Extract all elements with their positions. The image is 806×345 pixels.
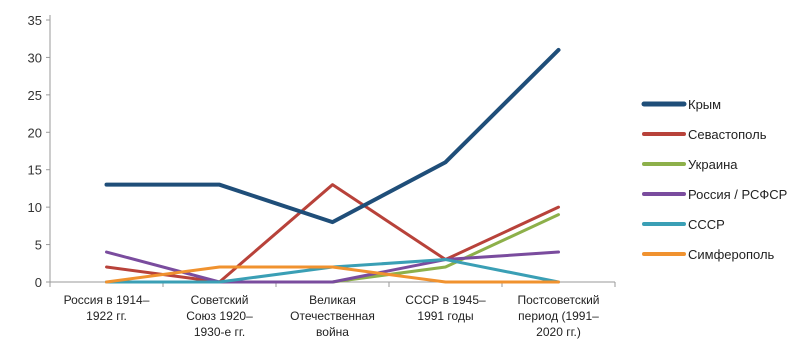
legend-label: Симферополь [688,247,775,262]
x-category-label-line: СССР в 1945– [405,293,486,307]
y-tick-label: 10 [28,200,42,215]
series-line [105,183,560,284]
legend-label: Севастополь [688,127,767,142]
y-tick-label: 5 [35,238,42,253]
y-tick-label: 0 [35,275,42,290]
x-category-label-line: Союз 1920– [186,309,253,323]
series-lines [104,47,561,284]
y-tick-label: 25 [28,88,42,103]
x-category-label-line: Россия в 1914– [64,293,150,307]
x-category-label-line: война [316,325,349,339]
legend: Крым Севастополь Украина Россия / РСФСР СССР… [641,97,787,262]
x-category-label-line: 1930-е гг. [194,325,245,339]
x-category-label: Советский Союз 1920– 1930-е гг. [186,293,253,339]
y-tick-label: 20 [28,125,42,140]
axes [49,15,616,287]
legend-label: Украина [688,157,738,172]
x-category-label: СССР в 1945– 1991 годы [405,293,486,323]
y-tick-label: 35 [28,13,42,28]
y-tick-label: 30 [28,50,42,65]
series-line [104,47,561,225]
x-category-label-line: 1922 гг. [86,309,127,323]
x-category-label-line: период (1991– [518,309,599,323]
legend-label: СССР [688,217,725,232]
x-category-label: Великая Отечественная война [290,293,375,339]
legend-label: Россия / РСФСР [688,187,787,202]
x-category-label-line: Советский [191,293,249,307]
x-category-label: Постсоветский период (1991– 2020 гг.) [517,293,599,339]
x-category-label-line: Великая [309,293,356,307]
legend-label: Крым [688,97,721,112]
x-category-label-line: 1991 годы [417,309,473,323]
y-tick-label: 15 [28,163,42,178]
y-axis-ticks: 0 5 10 15 20 25 30 35 [28,13,50,290]
series-line [105,265,560,284]
x-category-label-line: Постсоветский [517,293,599,307]
x-category-label-line: Отечественная [290,309,375,323]
x-category-label: Россия в 1914– 1922 гг. [64,293,150,323]
x-axis-category-labels: Россия в 1914– 1922 гг. Советский Союз 1920… [64,293,600,339]
x-category-label-line: 2020 гг.) [536,325,581,339]
